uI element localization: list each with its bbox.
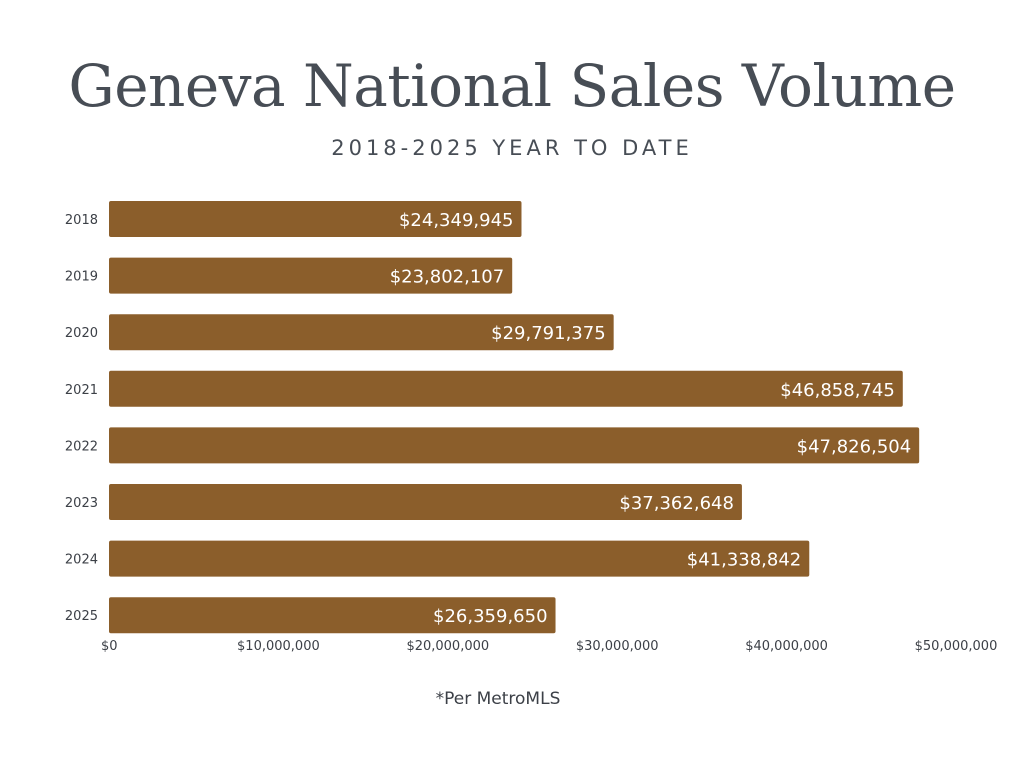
category-label-2019: 2019 [65,270,98,285]
bar-value-label-2021: $46,858,745 [780,380,895,401]
bar-2022 [109,427,920,464]
bar-value-label-2020: $29,791,375 [491,323,606,344]
bar-2020 [109,314,614,351]
x-tick-label-4: $40,000,000 [745,639,828,654]
chart-title: Geneva National Sales Volume [68,52,956,120]
bar-value-label-2019: $23,802,107 [390,267,505,288]
x-tick-label-1: $10,000,000 [237,639,320,654]
category-label-2021: 2021 [65,383,98,398]
bar-2021 [109,370,903,407]
x-tick-label-2: $20,000,000 [406,639,489,654]
bar-value-label-2023: $37,362,648 [619,493,734,514]
category-label-2022: 2022 [65,439,98,454]
bar-2018 [109,201,522,237]
x-tick-label-3: $30,000,000 [576,639,659,654]
chart-subtitle: 2018-2025 YEAR TO DATE [331,136,693,160]
bar-value-label-2022: $47,826,504 [797,436,912,457]
bar-value-label-2025: $26,359,650 [433,606,548,627]
category-label-2025: 2025 [65,609,98,624]
bar-2019 [109,257,513,294]
category-labels: 2018 2019 2020 2021 2022 2023 2024 2025 [65,213,98,624]
bar-2023 [109,484,742,520]
category-label-2023: 2023 [65,496,98,511]
bars-layer: $24,349,945 $23,802,107 $29,791,375 $46,858… [109,201,920,634]
bar-value-label-2018: $24,349,945 [399,210,514,231]
x-axis-ticks: $0 $10,000,000 $20,000,000 $30,000,000 $40,0… [101,639,997,654]
source-footnote: *Per MetroMLS [435,689,561,709]
category-label-2020: 2020 [65,326,98,341]
bar-2024 [109,540,810,577]
x-tick-label-5: $50,000,000 [915,639,998,654]
bar-2025 [109,597,556,634]
bar-value-label-2024: $41,338,842 [687,550,802,571]
category-label-2024: 2024 [65,553,98,568]
category-label-2018: 2018 [65,213,98,228]
x-tick-label-0: $0 [101,639,118,654]
